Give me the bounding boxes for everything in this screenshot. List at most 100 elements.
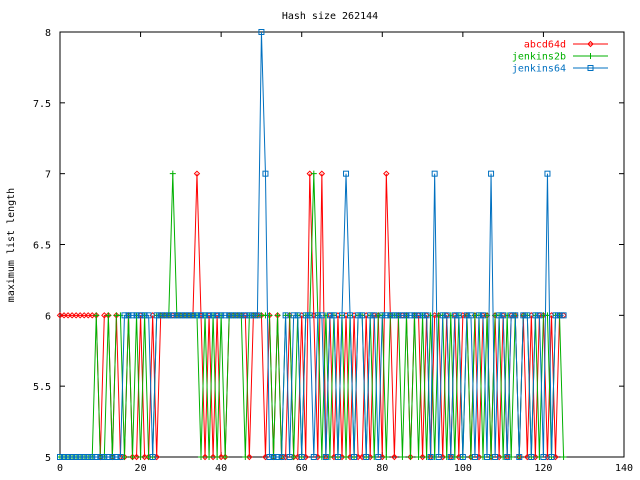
data-point	[536, 312, 543, 319]
data-point	[310, 454, 317, 460]
legend-label: jenkins64	[512, 64, 566, 75]
data-point	[528, 454, 535, 460]
series-jenkins64	[57, 29, 567, 460]
data-point	[254, 312, 261, 319]
data-point	[508, 312, 515, 319]
data-point	[185, 312, 192, 319]
data-point	[560, 312, 567, 319]
data-point	[447, 454, 454, 460]
data-point	[467, 312, 474, 319]
data-point	[97, 454, 104, 460]
x-tick-label: 60	[296, 463, 308, 474]
data-point	[488, 170, 495, 177]
data-point	[552, 312, 559, 319]
y-axis-label: maximum list length	[6, 188, 17, 302]
data-point	[149, 454, 156, 460]
data-point	[359, 312, 366, 319]
data-point	[218, 312, 225, 319]
data-point	[504, 454, 511, 460]
data-point	[383, 312, 390, 319]
data-point	[242, 454, 249, 460]
y-tick-label: 6	[45, 311, 51, 322]
x-tick-label: 20	[135, 463, 147, 474]
data-point	[105, 454, 112, 460]
data-point	[133, 453, 140, 461]
data-point	[234, 312, 241, 319]
data-point	[89, 454, 96, 460]
data-point	[137, 312, 144, 319]
data-point	[399, 454, 406, 460]
series-line-jenkins64	[60, 31, 564, 458]
data-point	[222, 454, 229, 460]
chart-title: Hash size 262144	[282, 11, 378, 22]
data-point	[101, 454, 108, 460]
data-point	[520, 312, 527, 319]
data-point	[314, 312, 321, 319]
x-tick-label: 40	[215, 463, 227, 474]
data-point	[181, 312, 188, 319]
data-point	[129, 454, 136, 460]
data-point	[355, 312, 362, 319]
data-point	[419, 312, 426, 319]
data-point	[206, 312, 213, 319]
data-point	[548, 454, 555, 460]
data-point	[189, 312, 196, 319]
data-point	[246, 312, 253, 319]
data-point	[439, 312, 446, 319]
data-point	[274, 312, 281, 319]
data-point	[318, 170, 326, 177]
data-point	[137, 454, 144, 460]
data-point	[61, 454, 68, 460]
data-point	[455, 312, 462, 319]
y-tick-label: 7	[45, 170, 51, 181]
data-point	[77, 454, 84, 460]
data-point	[266, 454, 273, 460]
data-point	[544, 170, 551, 177]
data-point	[157, 312, 164, 319]
data-point	[125, 312, 132, 319]
data-point	[475, 312, 482, 319]
data-point	[463, 312, 470, 319]
data-point	[286, 454, 293, 460]
data-point	[363, 454, 370, 460]
data-point	[298, 454, 305, 460]
x-tick-label: 140	[615, 463, 633, 474]
data-point	[145, 312, 152, 319]
data-point	[351, 454, 358, 460]
data-point	[322, 454, 329, 460]
data-point	[282, 312, 289, 319]
data-point	[443, 312, 450, 319]
data-point	[379, 312, 386, 319]
x-tick-label: 100	[454, 463, 472, 474]
y-tick-label: 6.5	[33, 241, 51, 252]
data-point	[435, 454, 442, 460]
data-point	[65, 454, 72, 460]
data-point	[294, 312, 301, 319]
data-point	[93, 312, 100, 319]
data-point	[471, 454, 478, 460]
data-point	[250, 312, 257, 319]
data-point	[169, 312, 176, 319]
data-point	[383, 454, 390, 460]
data-point	[206, 454, 213, 460]
data-point	[339, 312, 345, 319]
series-line-jenkins2b	[60, 173, 565, 458]
data-point	[242, 312, 249, 319]
data-point	[459, 454, 466, 460]
data-point	[173, 312, 180, 319]
data-point	[326, 312, 333, 319]
data-point	[403, 312, 410, 319]
data-point	[423, 312, 430, 319]
series-layer	[56, 29, 567, 461]
data-point	[129, 312, 136, 319]
data-point	[302, 312, 309, 319]
data-point	[496, 312, 503, 319]
data-point	[93, 454, 100, 460]
data-point	[262, 170, 269, 177]
data-point	[209, 453, 217, 461]
data-point	[202, 312, 209, 319]
data-point	[193, 312, 200, 319]
data-point	[419, 453, 426, 461]
